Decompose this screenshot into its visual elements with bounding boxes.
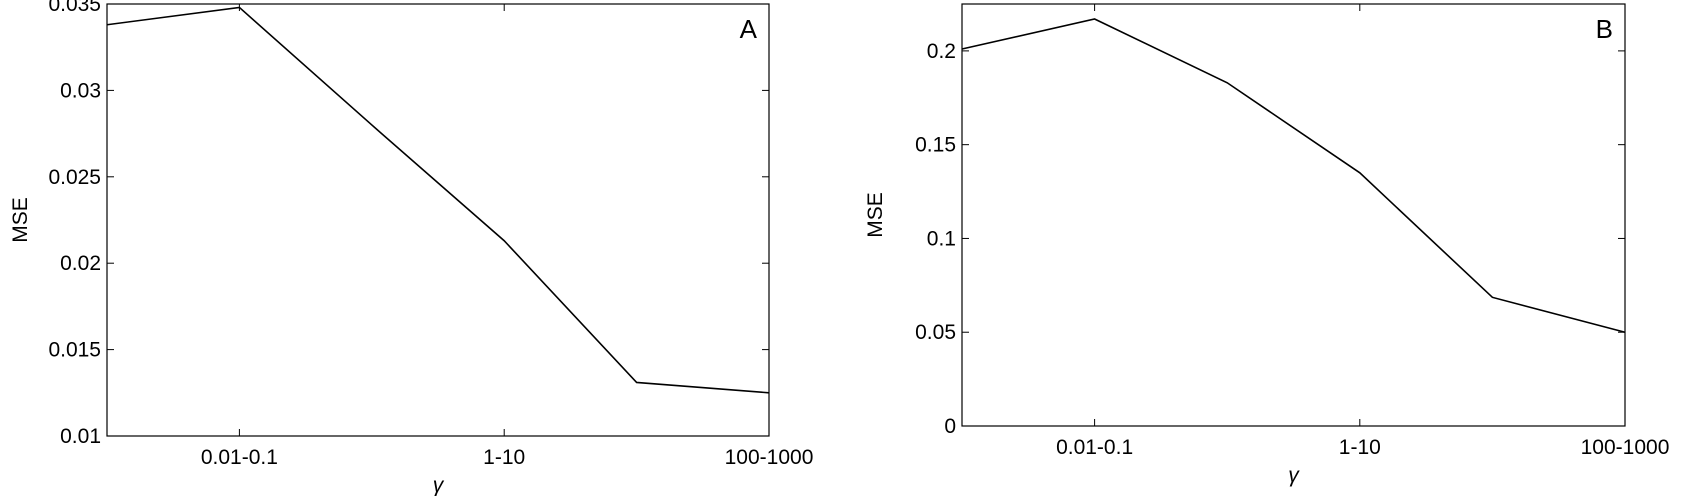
y-tick-label: 0.1 [927,227,956,250]
x-tick-label: 100-1000 [725,446,814,469]
y-tick-label: 0.03 [60,79,101,102]
y-tick-label: 0.01 [60,425,101,448]
y-tick-label: 0 [944,415,956,438]
y-tick-label: 0.15 [915,134,956,157]
panel-label: A [740,14,758,44]
y-tick-label: 0.015 [48,339,101,362]
x-tick-label: 0.01-0.1 [1056,436,1133,459]
plot-frame [106,3,770,437]
y-tick-label: 0.035 [48,0,101,16]
x-tick-label: 100-1000 [1581,436,1670,459]
y-tick-label: 0.05 [915,321,956,344]
y-axis-label: MSE [864,192,887,238]
y-tick-label: 0.02 [60,252,101,275]
panel-label: B [1596,14,1613,44]
x-axis-label: γ [433,474,445,496]
data-line [961,18,1626,333]
x-tick-label: 1-10 [483,446,525,469]
y-tick-label: 0.025 [48,166,101,189]
plot-frame [961,3,1626,427]
x-tick-label: 1-10 [1339,436,1381,459]
data-line [106,6,770,394]
x-axis-label: γ [1288,464,1300,487]
y-tick-label: 0.2 [927,40,956,63]
y-axis-label: MSE [9,197,32,243]
x-tick-label: 0.01-0.1 [201,446,278,469]
